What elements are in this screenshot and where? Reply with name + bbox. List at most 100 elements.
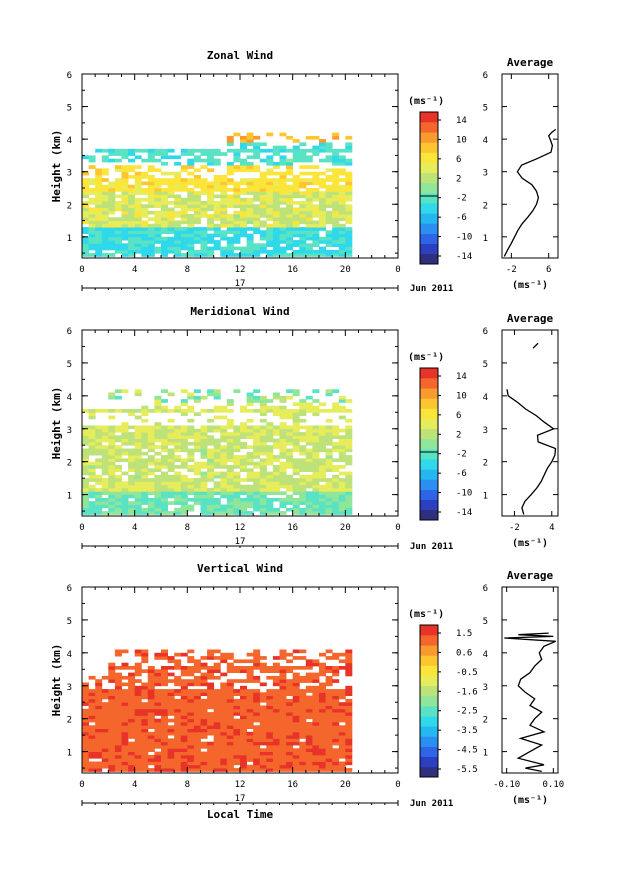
heatmap-cell xyxy=(174,249,182,254)
heatmap-cell xyxy=(134,165,142,169)
heatmap-cell xyxy=(226,735,234,739)
heatmap-cell xyxy=(279,675,287,680)
heatmap-cell xyxy=(141,438,149,443)
heatmap-cell xyxy=(167,465,175,469)
heatmap-cell xyxy=(332,409,340,413)
heatmap-cell xyxy=(312,675,320,680)
heatmap-cell xyxy=(200,246,208,251)
heatmap-cell xyxy=(325,751,333,756)
heatmap-cell xyxy=(325,418,333,423)
heatmap-cell xyxy=(161,689,168,693)
heatmap-cell xyxy=(141,748,149,752)
heatmap-cell xyxy=(154,451,162,456)
heatmap-cell xyxy=(279,712,287,716)
heatmap-cell xyxy=(174,425,182,430)
heatmap-cell xyxy=(233,507,241,512)
heatmap-cell xyxy=(82,491,89,495)
heatmap-cell xyxy=(259,501,267,505)
heatmap-cell xyxy=(147,425,155,430)
heatmap-cell xyxy=(259,214,267,218)
heatmap-cell xyxy=(246,491,254,495)
heatmap-cell xyxy=(325,768,333,772)
heatmap-cell xyxy=(272,662,280,667)
heatmap-cell xyxy=(200,474,208,479)
heatmap-cell xyxy=(147,188,155,192)
colorbar-swatch xyxy=(420,438,438,450)
heatmap-cell xyxy=(187,227,195,231)
heatmap-cell xyxy=(180,491,188,495)
heatmap-cell xyxy=(319,741,326,746)
heatmap-cell xyxy=(128,188,136,192)
heatmap-cell xyxy=(95,718,103,723)
heatmap-cell xyxy=(141,761,149,766)
heatmap-cell xyxy=(88,484,96,489)
heatmap-cell xyxy=(272,207,280,212)
heatmap-cell xyxy=(167,438,175,443)
heatmap-cell xyxy=(121,471,129,476)
heatmap-cell xyxy=(200,494,208,499)
heatmap-cell xyxy=(246,425,254,430)
heatmap-cell xyxy=(220,511,228,515)
heatmap-cell xyxy=(286,708,294,713)
heatmap-cell xyxy=(312,692,320,696)
heatmap-cell xyxy=(147,501,155,505)
heatmap-cell xyxy=(207,188,215,192)
heatmap-cell xyxy=(161,741,168,746)
heatmap-cell xyxy=(108,392,116,397)
heatmap-cell xyxy=(240,217,247,221)
heatmap-cell xyxy=(114,741,122,746)
heatmap-cell xyxy=(88,768,96,772)
heatmap-cell xyxy=(325,682,333,687)
heatmap-cell xyxy=(279,741,287,746)
heatmap-cell xyxy=(108,223,116,228)
heatmap-cell xyxy=(114,435,122,439)
heatmap-cell xyxy=(180,152,188,156)
heatmap-cell xyxy=(95,441,103,446)
heatmap-cell xyxy=(259,662,267,667)
heatmap-cell xyxy=(108,666,116,670)
heatmap-cell xyxy=(226,511,234,515)
heatmap-cell xyxy=(108,504,116,509)
heatmap-cell xyxy=(319,197,326,202)
heatmap-cell xyxy=(253,207,261,212)
heatmap-cell xyxy=(88,441,96,446)
heatmap-cell xyxy=(266,712,274,716)
month-label: Jun 2011 xyxy=(410,284,453,294)
heatmap-cell xyxy=(279,253,287,257)
heatmap-cell xyxy=(253,223,261,228)
heatmap-cell xyxy=(128,474,136,479)
heatmap-cell xyxy=(312,712,320,716)
heatmap-cell xyxy=(312,194,320,199)
heatmap-cell xyxy=(226,679,234,683)
heatmap-cell xyxy=(101,455,109,459)
heatmap-cell xyxy=(292,415,300,420)
heatmap-cell xyxy=(226,445,234,449)
heatmap-cell xyxy=(272,511,280,515)
heatmap-cell xyxy=(161,669,168,673)
heatmap-cell xyxy=(319,708,326,713)
colorbar-tick-label: 10 xyxy=(456,135,467,145)
heatmap-cell xyxy=(167,754,175,759)
heatmap-cell xyxy=(299,220,307,225)
heatmap-cell xyxy=(312,468,320,472)
heatmap-cell xyxy=(259,754,267,759)
heatmap-cell xyxy=(101,761,109,766)
heatmap-cell xyxy=(95,728,103,733)
heatmap-cell xyxy=(193,448,201,453)
heatmap-cell xyxy=(325,432,333,436)
heatmap-cell xyxy=(128,461,136,466)
heatmap-cell xyxy=(213,465,221,469)
heatmap-cell xyxy=(253,389,261,393)
heatmap-cell xyxy=(121,227,129,231)
heatmap-cell xyxy=(108,236,116,241)
heatmap-cell xyxy=(233,751,241,756)
heatmap-cell xyxy=(226,685,234,690)
heatmap-cell xyxy=(167,178,175,182)
heatmap-cell xyxy=(147,175,155,179)
heatmap-cell xyxy=(88,246,96,251)
heatmap-cell xyxy=(180,246,188,251)
heatmap-cell xyxy=(128,478,136,482)
heatmap-cell xyxy=(161,718,168,723)
heatmap-cell xyxy=(82,698,89,703)
heatmap-cell xyxy=(220,249,228,254)
